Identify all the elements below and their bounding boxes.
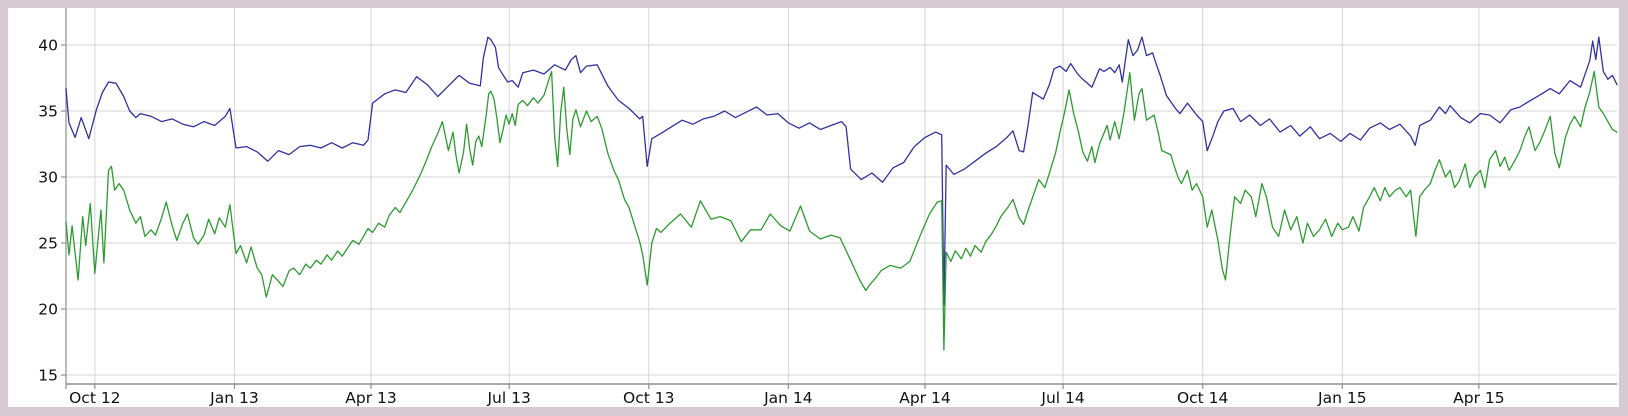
y-tick-label: 20 (38, 301, 58, 319)
blue-line (65, 36, 1618, 306)
x-tick-label: Jan 13 (209, 389, 259, 407)
y-tick-label: 30 (38, 169, 58, 187)
x-tick-label: Apr 13 (345, 389, 396, 407)
plot-background (8, 8, 1619, 407)
y-tick-label: 15 (38, 367, 58, 385)
x-tick-label: Oct 12 (69, 389, 120, 407)
x-tick-label: Apr 14 (899, 389, 950, 407)
x-tick-label: Oct 14 (1177, 389, 1228, 407)
x-tick-label: Jul 13 (486, 389, 530, 407)
green-line (65, 70, 1618, 351)
y-tick-label: 25 (38, 235, 58, 253)
x-tick-label: Jan 14 (763, 389, 813, 407)
y-tick-label: 35 (38, 103, 58, 121)
x-tick-label: Jan 15 (1317, 389, 1367, 407)
x-tick-label: Oct 13 (623, 389, 674, 407)
x-tick-label: Apr 15 (1453, 389, 1504, 407)
x-tick-label: Jul 14 (1040, 389, 1084, 407)
y-tick-label: 40 (38, 37, 58, 55)
